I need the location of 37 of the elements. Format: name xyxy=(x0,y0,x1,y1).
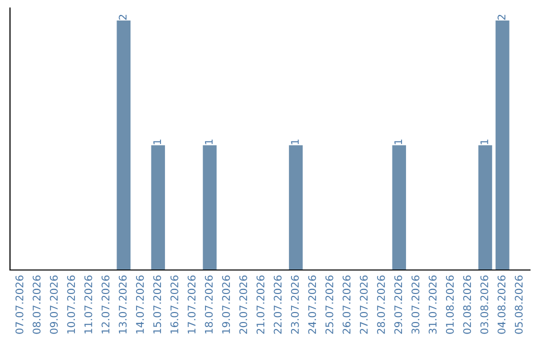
data-label: 1 xyxy=(205,140,213,144)
x-tick-label: 13.07.2026 xyxy=(118,276,127,334)
data-label: 1 xyxy=(291,140,299,144)
x-tick-label: 28.07.2026 xyxy=(377,276,385,334)
x-tick-label: 17.07.2026 xyxy=(188,276,196,334)
x-tick-label: 21.07.2026 xyxy=(256,276,264,334)
data-label: 1 xyxy=(153,140,161,144)
x-tick-label: 29.07.2026 xyxy=(394,276,402,334)
x-tick-label: 24.07.2026 xyxy=(308,276,316,334)
x-tick-label: 20.07.2026 xyxy=(239,276,248,334)
data-label: 1 xyxy=(394,140,402,144)
x-tick-label: 09.07.2026 xyxy=(50,276,58,334)
x-tick-label: 14.07.2026 xyxy=(136,276,144,334)
x-tick-label: 08.07.2026 xyxy=(32,276,41,334)
x-tick-label: 23.07.2026 xyxy=(290,276,299,334)
x-tick-label: 27.07.2026 xyxy=(360,276,368,334)
data-label: 2 xyxy=(118,14,127,20)
data-label: 2 xyxy=(498,14,506,20)
x-tick-label: 07.07.2026 xyxy=(15,276,24,334)
x-tick-label: 01.08.2026 xyxy=(446,276,454,334)
x-tick-label: 19.07.2026 xyxy=(222,276,230,334)
x-tick-label: 30.07.2026 xyxy=(412,276,420,334)
x-tick-label: 03.08.2026 xyxy=(480,276,488,334)
x-tick-label: 31.07.2026 xyxy=(428,276,437,334)
x-tick-label: 15.07.2026 xyxy=(153,276,162,334)
x-tick-label: 02.08.2026 xyxy=(463,276,472,334)
x-tick-label: 12.07.2026 xyxy=(102,276,110,334)
x-tick-label: 16.07.2026 xyxy=(170,276,178,334)
x-tick-label: 11.07.2026 xyxy=(84,276,92,334)
x-tick-label: 05.08.2026 xyxy=(514,276,523,334)
data-label: 1 xyxy=(480,140,488,144)
x-tick-label: 25.07.2026 xyxy=(325,276,334,334)
x-tick-label: 18.07.2026 xyxy=(204,276,213,334)
x-tick-label: 10.07.2026 xyxy=(67,276,76,334)
x-tick-label: 22.07.2026 xyxy=(274,276,282,334)
x-tick-label: 04.08.2026 xyxy=(498,276,506,334)
x-tick-label: 26.07.2026 xyxy=(342,276,351,334)
